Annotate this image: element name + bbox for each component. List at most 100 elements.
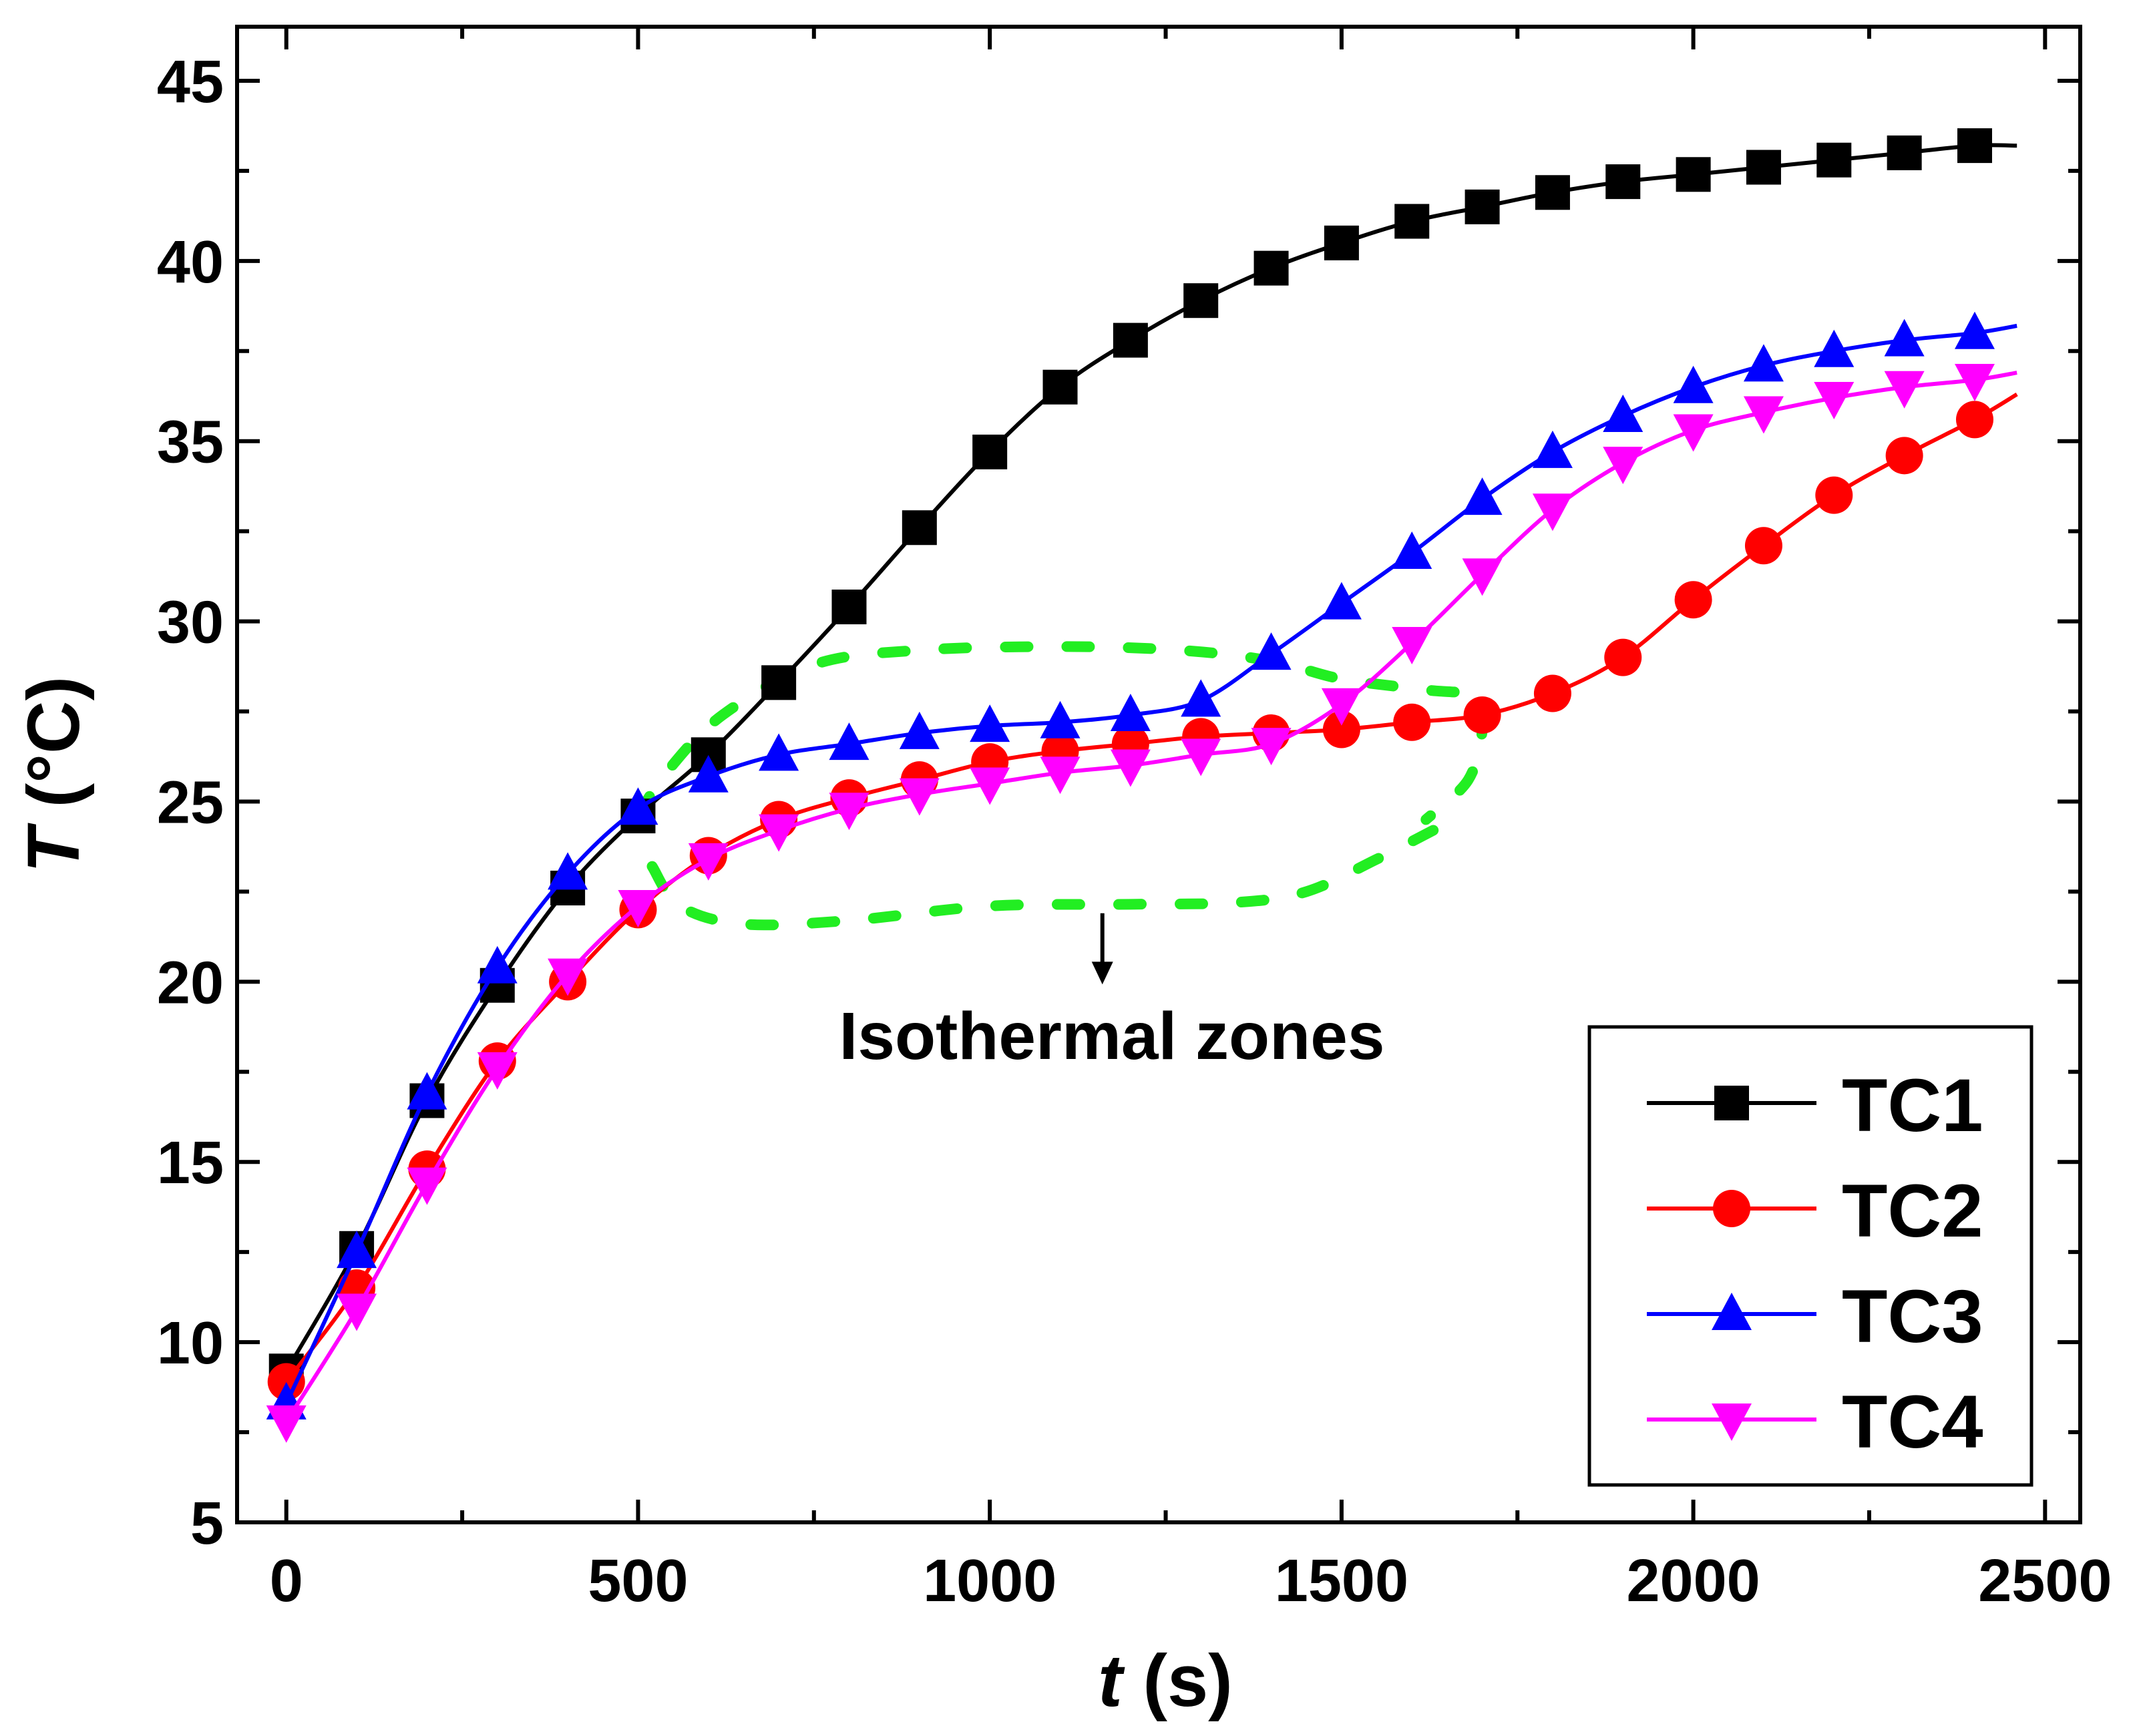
data-point-tc1 — [1887, 135, 1922, 170]
data-point-tc3 — [1181, 679, 1221, 717]
data-point-tc1 — [761, 665, 797, 700]
data-point-tc4 — [829, 793, 869, 831]
data-point-tc4 — [1462, 558, 1503, 596]
y-tick-label: 5 — [190, 1490, 224, 1557]
legend-item-tc4: TC4 — [1647, 1380, 1983, 1464]
data-point-tc3 — [337, 1231, 377, 1269]
data-point-tc3 — [477, 945, 518, 984]
annotation-arrowhead — [1091, 961, 1113, 985]
y-tick-label: 15 — [157, 1130, 224, 1197]
data-point-tc2 — [1393, 703, 1431, 741]
data-point-tc4 — [759, 814, 799, 852]
data-point-tc4 — [1884, 371, 1925, 409]
data-point-tc4 — [899, 778, 940, 816]
legend-item-tc2: TC2 — [1647, 1169, 1983, 1253]
data-point-tc3 — [1321, 582, 1362, 620]
data-point-tc4 — [1603, 447, 1643, 485]
data-point-tc1 — [1957, 128, 1992, 164]
x-axis-label: t (s) — [1098, 1640, 1233, 1722]
data-point-tc3 — [1603, 394, 1643, 432]
data-point-tc1 — [1324, 225, 1359, 260]
data-point-tc2 — [267, 1363, 305, 1401]
legend-marker — [1713, 1190, 1750, 1227]
legend-label: TC4 — [1842, 1380, 1983, 1464]
data-point-tc3 — [970, 704, 1010, 742]
y-tick-label: 20 — [157, 949, 224, 1016]
data-point-tc3 — [759, 733, 799, 771]
x-tick-label: 2500 — [1978, 1548, 2112, 1614]
legend: TC1 TC2 TC3 TC4 — [1587, 1025, 2033, 1487]
legend-marker — [1712, 1403, 1752, 1441]
data-point-tc2 — [1885, 437, 1923, 475]
legend-label: TC1 — [1842, 1064, 1983, 1147]
data-point-tc3 — [1251, 632, 1292, 670]
legend-marker — [1712, 1293, 1752, 1330]
data-point-tc2 — [1744, 527, 1782, 565]
data-point-tc3 — [1392, 531, 1432, 570]
data-point-tc1 — [1113, 322, 1148, 358]
data-point-tc3 — [407, 1072, 447, 1110]
data-point-tc1 — [1183, 283, 1219, 318]
data-point-tc4 — [1814, 381, 1855, 419]
y-axis-ticks: 5 10 15 20 25 30 35 40 45 — [157, 49, 2080, 1557]
data-point-tc4 — [1392, 626, 1432, 664]
data-point-tc4 — [477, 1052, 518, 1090]
x-tick-label: 0 — [270, 1548, 303, 1614]
data-point-tc3 — [899, 711, 940, 749]
data-point-tc1 — [1605, 164, 1641, 200]
data-point-tc4 — [1743, 396, 1784, 434]
x-axis-ticks: 0 500 1000 1500 2000 2500 — [270, 27, 2112, 1614]
data-point-tc2 — [1463, 696, 1501, 734]
y-tick-label: 40 — [157, 229, 224, 296]
data-point-tc3 — [1462, 477, 1503, 515]
data-point-tc1 — [1746, 150, 1781, 185]
annotation: Isothermal zones — [839, 913, 1384, 1074]
data-point-tc3 — [829, 722, 869, 761]
data-point-tc1 — [1816, 142, 1852, 178]
data-point-tc4 — [1181, 738, 1221, 777]
data-point-tc3 — [1814, 329, 1855, 367]
data-point-tc4 — [618, 890, 658, 928]
data-point-tc2 — [1674, 581, 1712, 619]
x-tick-label: 1500 — [1275, 1548, 1408, 1614]
data-point-tc1 — [1465, 189, 1500, 224]
y-axis-label: T (°C) — [13, 676, 95, 873]
data-point-tc2 — [1955, 401, 1993, 439]
data-point-tc4 — [970, 767, 1010, 805]
data-point-tc3 — [1954, 311, 1995, 349]
data-point-tc3 — [1532, 430, 1573, 468]
data-point-tc4 — [1673, 414, 1714, 452]
data-point-tc4 — [688, 843, 729, 881]
data-point-tc2 — [1815, 476, 1853, 514]
legend-item-tc1: TC1 — [1647, 1064, 1983, 1147]
data-point-tc1 — [1676, 157, 1711, 192]
plot-series — [266, 128, 2018, 1443]
data-point-tc4 — [1251, 728, 1292, 766]
legend-marker — [1714, 1086, 1749, 1120]
data-point-tc3 — [1040, 700, 1081, 738]
plot-frame — [235, 25, 2082, 1524]
data-point-tc3 — [1110, 693, 1151, 731]
data-point-tc4 — [407, 1167, 447, 1205]
y-tick-label: 35 — [157, 409, 224, 476]
data-point-tc4 — [266, 1405, 307, 1443]
data-point-tc1 — [1042, 369, 1078, 405]
data-point-tc2 — [1604, 638, 1642, 676]
y-tick-label: 30 — [157, 590, 224, 656]
legend-label: TC3 — [1842, 1275, 1983, 1358]
legend-item-tc3: TC3 — [1647, 1275, 1983, 1358]
y-tick-label: 10 — [157, 1310, 224, 1377]
series-tc3 — [266, 311, 2017, 1420]
data-point-tc3 — [1743, 344, 1784, 382]
y-tick-label: 25 — [157, 769, 224, 836]
data-point-tc3 — [688, 754, 729, 793]
data-point-tc1 — [1253, 250, 1289, 286]
data-point-tc4 — [1040, 756, 1081, 795]
series-tc4 — [266, 363, 2017, 1443]
x-tick-label: 1000 — [923, 1548, 1056, 1614]
data-point-tc1 — [902, 510, 937, 546]
data-point-tc2 — [1322, 710, 1360, 748]
data-point-tc3 — [1673, 365, 1714, 403]
data-point-tc4 — [1954, 363, 1995, 401]
